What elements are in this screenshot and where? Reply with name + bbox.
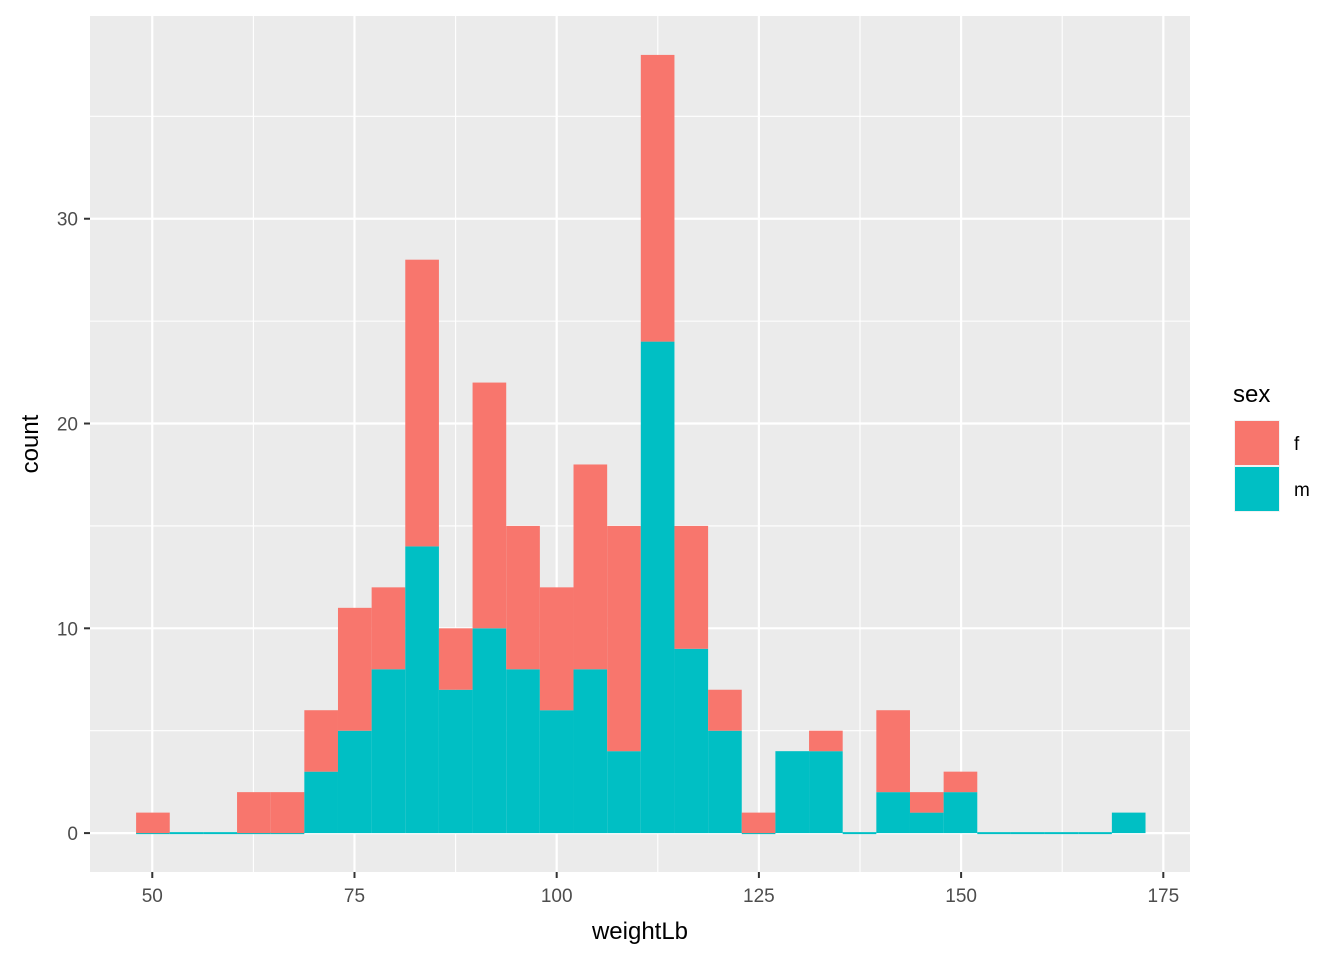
bar-f (573, 464, 608, 670)
bar-m (640, 341, 675, 834)
bar-f (909, 792, 944, 813)
bar-m (909, 812, 944, 834)
x-axis: 50 75 100 125 150 175 (142, 872, 1179, 907)
bar-f (708, 689, 742, 731)
bar-m (438, 689, 473, 834)
bar-f (809, 730, 843, 752)
bar-f (371, 587, 406, 670)
y-tick-label: 30 (57, 210, 78, 231)
bar-f (405, 259, 439, 547)
legend-title: sex (1233, 381, 1270, 408)
bar-m (337, 730, 372, 834)
y-axis-title: count (17, 414, 44, 473)
bar-m (674, 648, 709, 834)
y-tick-label: 10 (57, 619, 78, 640)
bar-f (438, 628, 473, 690)
x-tick-label: 50 (142, 886, 163, 907)
bar-f (237, 792, 271, 834)
bar-m (304, 771, 338, 834)
bar-m (708, 730, 742, 834)
bar-m (506, 669, 540, 834)
bar-f (640, 54, 675, 342)
bar-f (270, 792, 305, 834)
bar-f (943, 771, 978, 793)
bar-m (371, 669, 406, 834)
bar-m (876, 792, 910, 834)
bar-m (607, 751, 641, 834)
legend-label-f: f (1294, 434, 1300, 455)
legend: sex f m (1233, 381, 1310, 512)
bar-f (674, 525, 709, 649)
bar-m (943, 792, 978, 834)
bar-f (337, 607, 372, 731)
x-tick-label: 175 (1147, 886, 1179, 907)
bar-f (539, 587, 574, 711)
x-tick-label: 100 (541, 886, 573, 907)
bar-f (506, 525, 540, 670)
y-tick-label: 20 (57, 415, 78, 436)
x-tick-label: 125 (743, 886, 775, 907)
bar-f (741, 812, 776, 834)
y-tick-label: 0 (67, 824, 78, 845)
x-tick-label: 75 (344, 886, 365, 907)
legend-swatch-m (1235, 467, 1279, 511)
bars (136, 54, 1146, 835)
x-axis-title: weightLb (591, 918, 688, 945)
bar-m (775, 751, 810, 834)
bar-f (607, 525, 641, 752)
bar-f (304, 710, 338, 772)
bar-m (809, 751, 843, 834)
bar-m (472, 628, 507, 834)
bar-m (573, 669, 608, 834)
bar-f (472, 382, 507, 629)
bar-f (136, 812, 170, 834)
legend-label-m: m (1294, 480, 1310, 501)
bar-m (405, 546, 439, 834)
legend-swatch-f (1235, 421, 1279, 465)
y-axis: 0 10 20 30 (57, 210, 90, 845)
bar-m (539, 710, 574, 834)
bar-f (876, 710, 910, 793)
x-tick-label: 150 (945, 886, 977, 907)
bar-m (1111, 812, 1146, 834)
